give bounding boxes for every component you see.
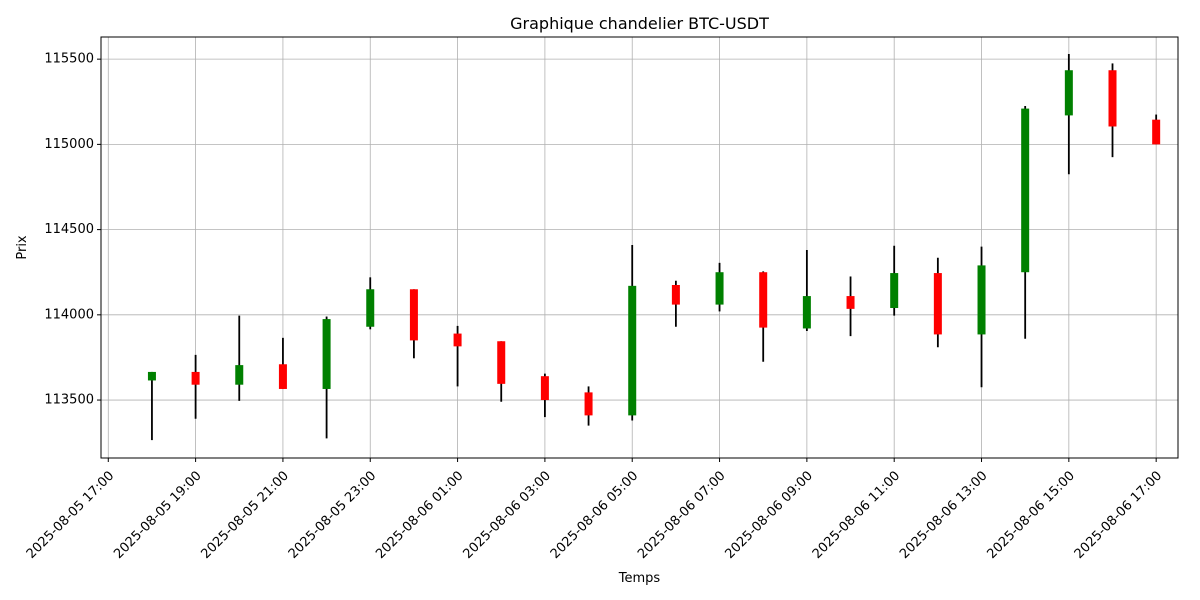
candle-body <box>933 273 942 335</box>
candle-body <box>628 285 637 416</box>
candle-down <box>278 337 287 389</box>
candle-body <box>235 365 244 385</box>
candle-body <box>1108 70 1117 127</box>
candle-down <box>584 386 593 426</box>
y-axis-ticks: 113500 114000 114500 115000 115500 <box>44 52 101 408</box>
candle-body <box>497 341 506 384</box>
y-axis-label: Prix <box>15 235 30 260</box>
candle-body <box>846 296 855 309</box>
candle-up <box>977 246 986 388</box>
candle-body <box>322 319 331 389</box>
candle-body <box>1152 119 1161 145</box>
y-tick-label: 115000 <box>44 137 94 152</box>
candle-body <box>890 273 899 309</box>
candle-down <box>453 325 462 387</box>
y-tick-label: 114500 <box>44 222 94 237</box>
candle-body <box>366 289 375 327</box>
candle-body <box>1064 70 1073 116</box>
candle-body <box>191 371 200 385</box>
candle-body <box>409 289 418 341</box>
y-tick-label: 114000 <box>44 307 94 322</box>
candle-up <box>147 371 156 441</box>
y-tick-label: 115500 <box>44 52 94 67</box>
candle-body <box>759 272 768 328</box>
candle-up <box>235 315 244 401</box>
candle-up <box>802 250 811 332</box>
candle-down <box>540 373 549 418</box>
candles <box>147 54 1161 441</box>
candle-down <box>1108 63 1117 158</box>
candle-down <box>759 271 768 362</box>
candle-up <box>890 245 899 316</box>
candle-down <box>409 289 418 359</box>
candle-down <box>933 257 942 348</box>
candle-down <box>1152 114 1161 145</box>
candle-body <box>802 296 811 329</box>
candle-down <box>191 354 200 419</box>
candle-body <box>671 284 680 305</box>
candle-down <box>671 280 680 327</box>
candle-up <box>322 316 331 439</box>
x-axis-label: Temps <box>618 571 661 586</box>
candle-body <box>453 333 462 347</box>
candle-up <box>628 244 637 421</box>
candle-up <box>366 277 375 330</box>
candle-up <box>715 262 724 312</box>
y-tick-label: 113500 <box>44 393 94 408</box>
candle-body <box>278 364 287 389</box>
candle-up <box>1064 54 1073 175</box>
candle-down <box>497 341 506 402</box>
candle-body <box>584 392 593 416</box>
candle-body <box>977 265 986 335</box>
plot-frame <box>100 36 1179 459</box>
candle-body <box>540 376 549 401</box>
chart-title: Graphique chandelier BTC-USDT <box>510 14 769 33</box>
candle-down <box>846 276 855 337</box>
candle-body <box>1021 108 1030 273</box>
candle-body <box>147 371 156 381</box>
candle-up <box>1021 106 1030 339</box>
candle-body <box>715 272 724 305</box>
